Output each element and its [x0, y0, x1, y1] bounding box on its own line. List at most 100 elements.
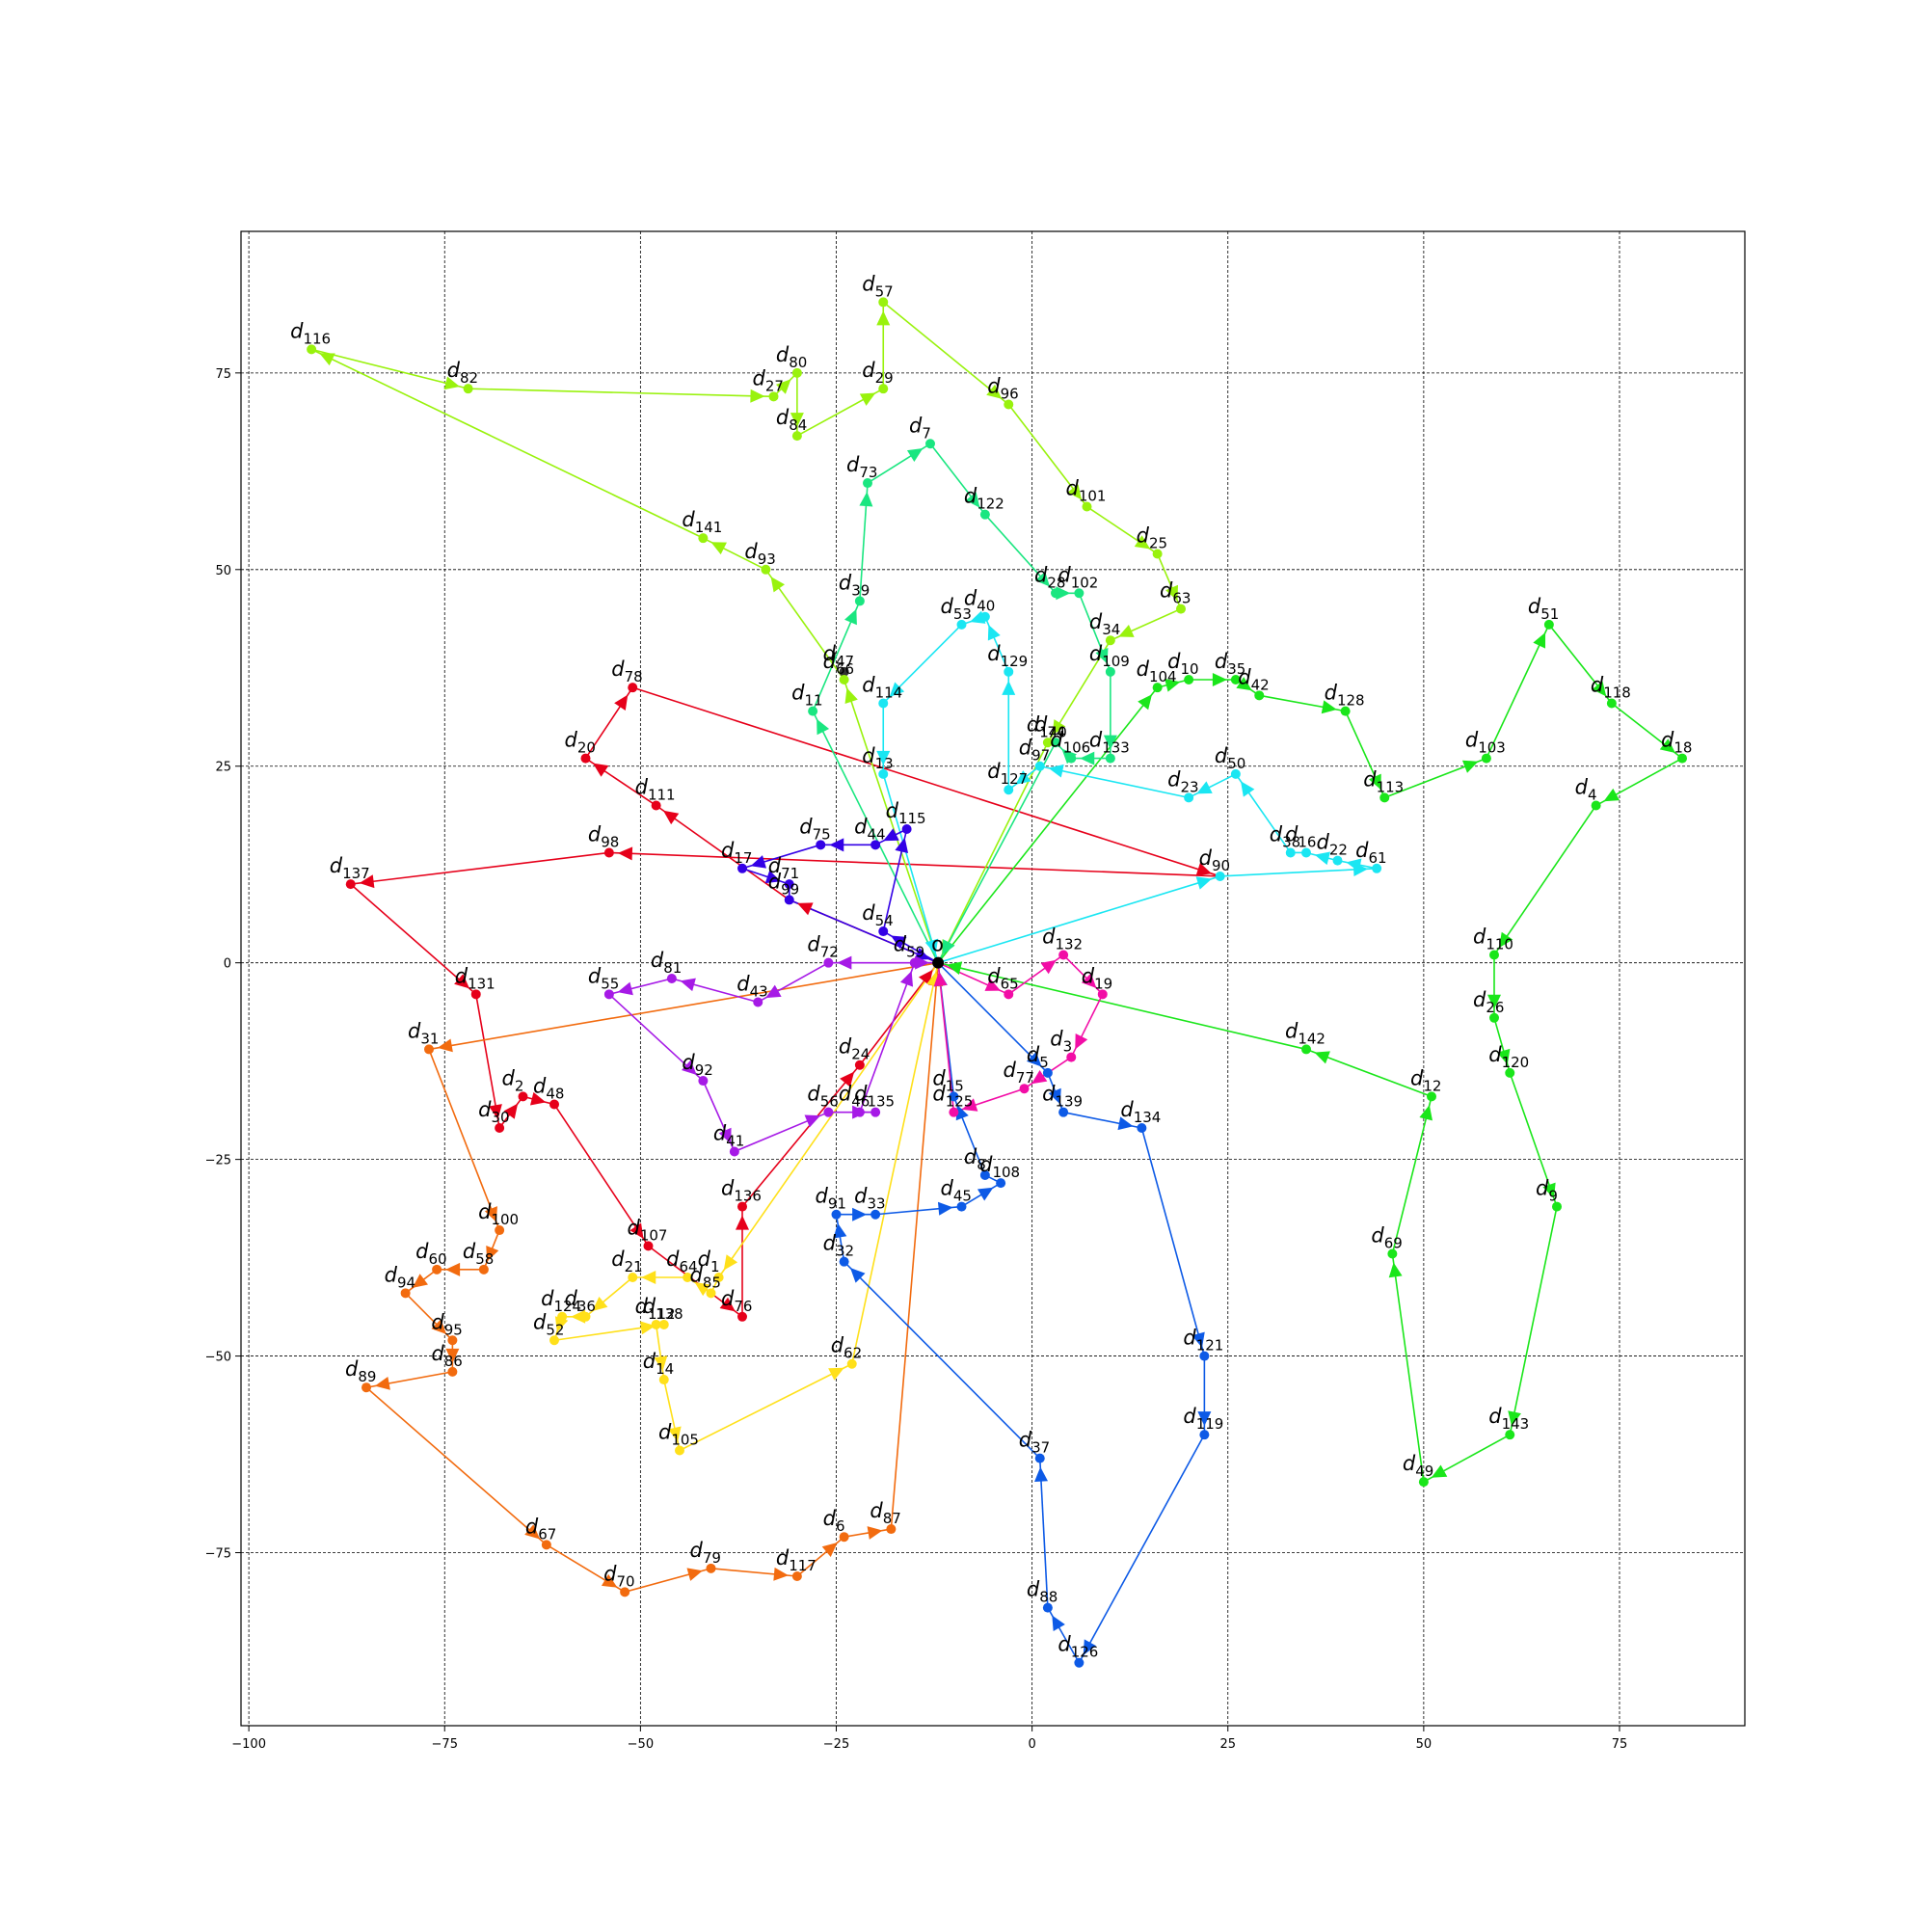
route-node — [753, 997, 763, 1007]
route-node — [949, 1091, 959, 1102]
depot-label: o — [931, 933, 944, 956]
route-arrow — [1419, 1105, 1433, 1121]
route-node — [870, 1107, 881, 1117]
route-arrow — [1592, 681, 1607, 697]
node-label: d110 — [1473, 926, 1513, 953]
route-node — [1058, 1107, 1069, 1117]
route-arrow — [844, 687, 858, 704]
x-tick-label: 25 — [1219, 1737, 1236, 1752]
route-arrow — [1368, 773, 1381, 791]
route-node — [1230, 768, 1241, 779]
node-label: d51 — [1528, 595, 1559, 623]
route-node — [1505, 1067, 1515, 1078]
route-node — [549, 1335, 559, 1346]
route-arrow — [750, 855, 766, 869]
node-label: d18 — [1661, 729, 1692, 757]
route-arrow — [775, 379, 791, 394]
route-arrow — [965, 492, 980, 508]
route-arrow — [1056, 586, 1071, 601]
node-label: d52 — [533, 1310, 564, 1338]
route-node — [839, 1532, 849, 1543]
route-arrow — [821, 1542, 838, 1557]
node-label: d76 — [721, 1287, 752, 1315]
node-label: d72 — [807, 933, 838, 961]
route-node — [1301, 847, 1311, 858]
node-label: d45 — [941, 1177, 972, 1205]
node-label: d134 — [1120, 1098, 1161, 1126]
route-arrow — [639, 1321, 656, 1335]
route-arrow — [437, 1038, 453, 1053]
route-arrow — [1048, 764, 1064, 778]
route-arrow — [1196, 781, 1213, 794]
route-arrow — [765, 984, 782, 999]
node-label: d82 — [447, 359, 478, 387]
route-node — [362, 1382, 371, 1393]
route-arrow — [1212, 673, 1227, 686]
route-node — [1066, 753, 1077, 764]
node-label: d81 — [651, 949, 682, 977]
route-edge — [656, 804, 790, 901]
route-node — [784, 895, 794, 905]
route-node — [870, 840, 881, 850]
node-label: d75 — [799, 815, 830, 843]
route-node — [823, 957, 834, 968]
node-label: d120 — [1488, 1043, 1529, 1071]
route-node — [878, 384, 889, 394]
node-label: d71 — [768, 854, 799, 882]
node-label: d91 — [816, 1185, 846, 1213]
route-arrow — [445, 1262, 461, 1276]
node-label: d4 — [1575, 776, 1597, 804]
route-node — [808, 706, 818, 716]
route-node — [345, 879, 356, 890]
route-edge — [428, 1049, 500, 1231]
route-node — [979, 509, 990, 520]
route-node — [658, 1375, 669, 1385]
route-node — [1372, 863, 1382, 873]
route-arrow — [844, 608, 857, 626]
node-label: d126 — [1058, 1633, 1098, 1661]
route-arrow — [924, 938, 939, 955]
route-arrow — [1508, 1410, 1521, 1427]
route-node — [447, 1335, 458, 1346]
route-arrow — [876, 310, 891, 326]
route-arrow — [955, 1104, 969, 1121]
node-label: d89 — [345, 1357, 376, 1385]
x-tick-label: 50 — [1416, 1737, 1433, 1752]
node-label: d58 — [463, 1240, 494, 1268]
route-arrow — [1034, 1466, 1048, 1482]
route-node — [1285, 847, 1296, 858]
node-label: d104 — [1137, 657, 1177, 685]
node-label: d17 — [721, 839, 752, 867]
route-edge — [1039, 765, 1190, 799]
route-edge — [1038, 1458, 1049, 1608]
plot-frame — [240, 230, 1746, 1727]
route-node — [839, 666, 849, 677]
route-node — [791, 1571, 802, 1581]
node-label: d42 — [1238, 665, 1269, 693]
route-node — [470, 989, 481, 1000]
route-node — [1074, 588, 1084, 599]
route-node — [1332, 855, 1343, 866]
route-node — [658, 1319, 669, 1329]
route-arrow — [770, 577, 785, 593]
route-node — [1199, 1430, 1210, 1440]
route-node — [823, 1107, 834, 1117]
route-node — [1301, 1044, 1311, 1055]
route-node — [1051, 588, 1060, 599]
node-label: d84 — [776, 406, 807, 434]
route-arrow — [1165, 584, 1179, 602]
route-edge — [1486, 624, 1550, 759]
route-edge — [632, 686, 1220, 877]
route-node — [675, 1445, 684, 1456]
node-label: d8 — [964, 1145, 986, 1173]
route-edge — [937, 875, 1220, 964]
route-node — [979, 611, 990, 622]
node-labels: d1d2d3d4d5d6d7d8d9d10d11d12d13d14d15d16d… — [290, 272, 1692, 1660]
route-node — [628, 683, 638, 693]
route-edge — [679, 1363, 853, 1452]
route-arrow — [614, 694, 629, 711]
route-node — [1105, 635, 1115, 646]
route-node — [1051, 738, 1060, 748]
route-arrow — [859, 392, 876, 406]
